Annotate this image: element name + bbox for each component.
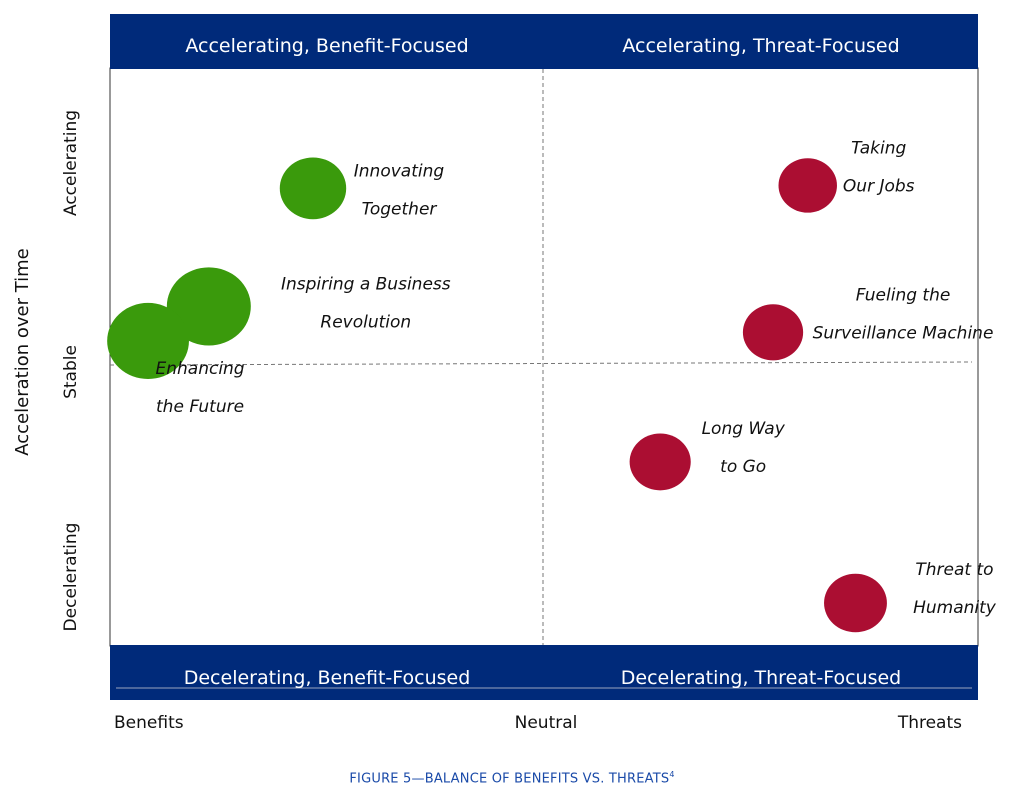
figure-caption-ref: 4 [669, 770, 675, 779]
data-point-bubble [166, 267, 251, 346]
data-point-label: Surveillance Machine [813, 323, 994, 343]
data-point-label: Enhancing [155, 359, 244, 379]
data-point-label: Inspiring a Business [281, 274, 451, 294]
y-tick-stable: Stable [61, 345, 81, 399]
data-point-bubble [279, 157, 347, 220]
figure-caption-text: FIGURE 5—BALANCE OF BENEFITS VS. THREATS [349, 771, 670, 787]
data-point-bubble [824, 573, 887, 633]
data-point-bubble [778, 158, 837, 213]
y-axis-title: Acceleration over Time [12, 248, 33, 455]
data-point-bubble [107, 302, 189, 379]
horizontal-divider [109, 361, 973, 366]
data-point-label: Revolution [320, 312, 411, 332]
data-point-label: Humanity [913, 598, 997, 618]
data-point-label: to Go [720, 457, 766, 477]
y-tick-accelerating: Accelerating [61, 110, 81, 216]
top-banner [110, 14, 978, 69]
data-point-label: Threat to [915, 560, 993, 580]
quadrant-label-top-right: Accelerating, Threat-Focused [622, 35, 899, 57]
plot-area [109, 67, 979, 647]
data-point-bubble [742, 304, 804, 361]
data-point-label: Together [362, 199, 438, 219]
data-point-label: the Future [156, 397, 244, 417]
data-point-bubble [629, 433, 691, 491]
data-point-label: Our Jobs [843, 176, 915, 196]
quadrant-label-top-left: Accelerating, Benefit-Focused [185, 35, 468, 57]
quadrant-label-bottom-left: Decelerating, Benefit-Focused [184, 667, 471, 689]
quadrant-label-bottom-right: Decelerating, Threat-Focused [621, 667, 901, 689]
bottom-banner [110, 645, 978, 700]
y-tick-decelerating: Decelerating [61, 523, 81, 632]
x-tick-neutral: Neutral [515, 713, 578, 733]
data-point-label: Innovating [354, 161, 445, 181]
x-tick-benefits: Benefits [114, 713, 184, 733]
data-labels: Innovating Together Inspiring a Business Re… [155, 138, 996, 618]
data-point-label: Fueling the [856, 285, 951, 305]
data-points [107, 157, 887, 633]
x-tick-threats: Threats [897, 713, 962, 733]
data-point-label: Long Way [702, 419, 786, 439]
data-point-label: Taking [851, 138, 906, 158]
figure-caption: FIGURE 5—BALANCE OF BENEFITS VS. THREATS… [0, 770, 1024, 786]
